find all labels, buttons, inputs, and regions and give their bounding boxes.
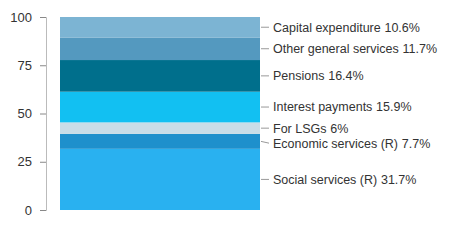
data-label: Pensions 16.4%	[273, 69, 364, 83]
bar-segment	[60, 134, 260, 149]
leader-line	[261, 179, 269, 180]
data-label: Economic services (R) 7.7%	[273, 137, 430, 151]
y-tick-mark	[40, 114, 46, 115]
y-tick-mark	[40, 65, 46, 66]
chart: 0 25 50 75 100 Capital expenditure10.6% Other …	[0, 0, 468, 238]
data-label: Capital expenditure10.6%	[273, 21, 420, 35]
bar-segment	[60, 60, 260, 92]
leader-line	[261, 48, 269, 49]
value-label: 15.9%	[376, 100, 411, 114]
leader-line	[261, 75, 269, 76]
y-axis-line	[40, 18, 47, 211]
series-name: For LSGs	[273, 122, 327, 136]
value-label: 11.7%	[403, 42, 438, 56]
y-tick: 25	[18, 154, 46, 169]
data-label: For LSGs6%	[273, 122, 348, 136]
bar-segment	[60, 149, 260, 210]
y-tick-label: 50	[18, 106, 32, 121]
bar-segment	[60, 122, 260, 134]
value-label: 10.6%	[384, 21, 419, 35]
y-tick-label: 75	[18, 58, 32, 73]
y-tick: 50	[18, 106, 46, 121]
value-label: 6%	[330, 122, 348, 136]
series-name: Interest payments	[273, 100, 372, 114]
y-axis: 0 25 50 75 100	[10, 10, 46, 218]
leader-line	[261, 27, 269, 28]
y-tick: 75	[18, 58, 46, 73]
series-name: Social services (R)	[273, 173, 377, 187]
value-label: 7.7%	[402, 137, 431, 151]
data-label: Social services (R) 31.7%	[273, 173, 416, 187]
series-name: Economic services (R)	[273, 137, 398, 151]
series-name: Capital expenditure	[273, 21, 381, 35]
bar-segment	[60, 37, 260, 60]
bar-segment	[60, 17, 260, 37]
series-name: Pensions	[273, 69, 324, 83]
y-tick-label: 100	[10, 10, 32, 25]
data-label: Interest payments 15.9%	[273, 100, 412, 114]
data-label: Other general services 11.7%	[273, 42, 437, 56]
bars	[60, 17, 260, 210]
y-tick-mark	[40, 210, 46, 211]
leader-line	[261, 128, 269, 129]
series-name: Other general services	[273, 42, 399, 56]
leader-line	[261, 107, 269, 108]
y-tick: 0	[25, 203, 46, 218]
y-tick: 100	[10, 10, 46, 25]
y-tick-mark	[40, 162, 46, 163]
y-tick-label: 25	[18, 154, 32, 169]
y-tick-mark	[40, 17, 46, 18]
y-tick-label: 0	[25, 203, 32, 218]
bar-segment	[60, 92, 260, 123]
value-label: 16.4%	[328, 69, 363, 83]
data-labels: Capital expenditure10.6% Other general se…	[261, 21, 437, 187]
value-label: 31.7%	[381, 173, 416, 187]
leader-line	[261, 141, 269, 143]
